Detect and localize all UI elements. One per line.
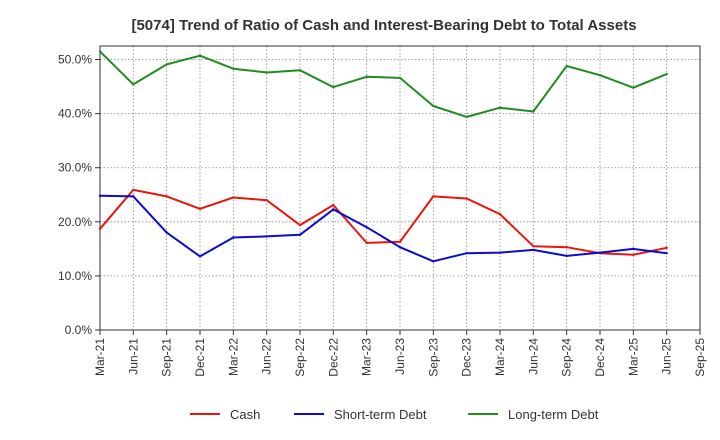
y-tick-label: 20.0% xyxy=(58,215,92,229)
data-point-long-term-debt xyxy=(565,64,568,68)
x-tick-label: Dec-23 xyxy=(460,338,474,377)
data-point-cash xyxy=(365,241,368,245)
data-point-cash xyxy=(532,244,535,248)
data-point-cash xyxy=(632,253,635,257)
data-point-long-term-debt xyxy=(498,106,502,109)
data-point-short-term-debt xyxy=(498,251,502,254)
data-point-long-term-debt xyxy=(365,75,368,79)
data-point-cash xyxy=(98,227,102,231)
x-tick-label: Mar-21 xyxy=(93,338,107,376)
grid xyxy=(100,46,700,330)
y-tick-label: 0.0% xyxy=(65,323,93,337)
x-tick-label: Sep-25 xyxy=(693,338,707,377)
legend-label-cash: Cash xyxy=(230,407,260,422)
data-point-short-term-debt xyxy=(198,255,202,258)
x-tick-label: Dec-24 xyxy=(593,338,607,377)
y-tick-label: 10.0% xyxy=(58,269,92,283)
data-point-long-term-debt xyxy=(332,85,335,89)
x-tick-label: Jun-23 xyxy=(393,338,407,375)
legend: Cash Short-term Debt Long-term Debt xyxy=(190,407,599,422)
data-point-cash xyxy=(265,198,268,202)
data-point-short-term-debt xyxy=(598,251,602,254)
legend-label-long-term-debt: Long-term Debt xyxy=(508,407,599,422)
y-tick-label: 30.0% xyxy=(58,161,92,175)
data-point-cash xyxy=(465,197,468,200)
data-point-cash xyxy=(232,196,235,199)
data-point-short-term-debt xyxy=(398,246,402,249)
x-tick-label: Sep-22 xyxy=(293,338,307,377)
data-point-short-term-debt xyxy=(232,236,235,239)
data-point-cash xyxy=(565,246,568,249)
data-point-short-term-debt xyxy=(365,226,368,229)
data-point-cash xyxy=(332,203,335,207)
data-point-long-term-debt xyxy=(265,71,268,74)
x-tick-label: Mar-25 xyxy=(626,338,640,376)
series-line-cash xyxy=(99,188,667,256)
data-point-short-term-debt xyxy=(565,254,568,258)
data-point-short-term-debt xyxy=(432,260,435,263)
data-point-long-term-debt xyxy=(465,115,468,119)
data-point-long-term-debt xyxy=(665,72,668,76)
data-point-short-term-debt xyxy=(132,195,135,198)
data-point-long-term-debt xyxy=(598,74,602,77)
data-point-long-term-debt xyxy=(632,86,635,89)
series xyxy=(98,50,668,263)
y-tick-label: 40.0% xyxy=(58,107,92,121)
data-point-long-term-debt xyxy=(98,50,102,53)
data-point-cash xyxy=(165,195,168,198)
data-point-short-term-debt xyxy=(532,248,535,252)
data-point-short-term-debt xyxy=(265,235,268,238)
x-tick-label: Jun-25 xyxy=(660,338,674,375)
data-point-cash xyxy=(665,246,668,249)
chart-title: [5074] Trend of Ratio of Cash and Intere… xyxy=(131,17,636,34)
data-point-long-term-debt xyxy=(398,76,402,80)
data-point-short-term-debt xyxy=(465,251,468,255)
data-point-cash xyxy=(398,240,402,244)
data-point-long-term-debt xyxy=(532,110,535,113)
y-tick-label: 50.0% xyxy=(58,53,92,67)
data-point-cash xyxy=(132,188,135,192)
x-tick-label: Jun-22 xyxy=(260,338,274,375)
data-point-short-term-debt xyxy=(632,247,635,251)
x-tick-label: Mar-23 xyxy=(360,338,374,376)
x-tick-label: Mar-22 xyxy=(226,338,240,376)
axes: 0.0% 10.0% 20.0% 30.0% 40.0% 50.0% Mar-21 Jun-2… xyxy=(58,45,707,377)
data-point-short-term-debt xyxy=(665,251,668,255)
data-point-cash xyxy=(432,195,435,198)
data-point-long-term-debt xyxy=(432,104,435,108)
data-point-short-term-debt xyxy=(98,194,102,198)
x-tick-label: Sep-21 xyxy=(160,338,174,377)
data-point-long-term-debt xyxy=(165,63,168,66)
data-point-short-term-debt xyxy=(165,231,168,234)
data-point-cash xyxy=(198,207,202,211)
data-point-long-term-debt xyxy=(198,54,202,57)
x-tick-label: Sep-24 xyxy=(560,338,574,377)
data-point-short-term-debt xyxy=(298,233,302,236)
data-point-long-term-debt xyxy=(132,83,135,86)
data-point-short-term-debt xyxy=(332,208,335,211)
x-tick-label: Jun-24 xyxy=(526,338,540,375)
data-point-long-term-debt xyxy=(232,67,235,70)
data-point-long-term-debt xyxy=(298,69,302,72)
legend-label-short-term-debt: Short-term Debt xyxy=(334,407,427,422)
x-tick-label: Sep-23 xyxy=(426,338,440,377)
x-tick-label: Dec-21 xyxy=(193,338,207,377)
series-line-short-term-debt xyxy=(99,194,667,263)
x-tick-label: Mar-24 xyxy=(493,338,507,376)
series-line-long-term-debt xyxy=(99,50,668,118)
plot-frame xyxy=(99,45,701,331)
data-point-cash xyxy=(498,213,502,216)
x-tick-label: Dec-22 xyxy=(326,338,340,377)
x-tick-label: Jun-21 xyxy=(126,338,140,375)
data-point-cash xyxy=(298,223,302,227)
